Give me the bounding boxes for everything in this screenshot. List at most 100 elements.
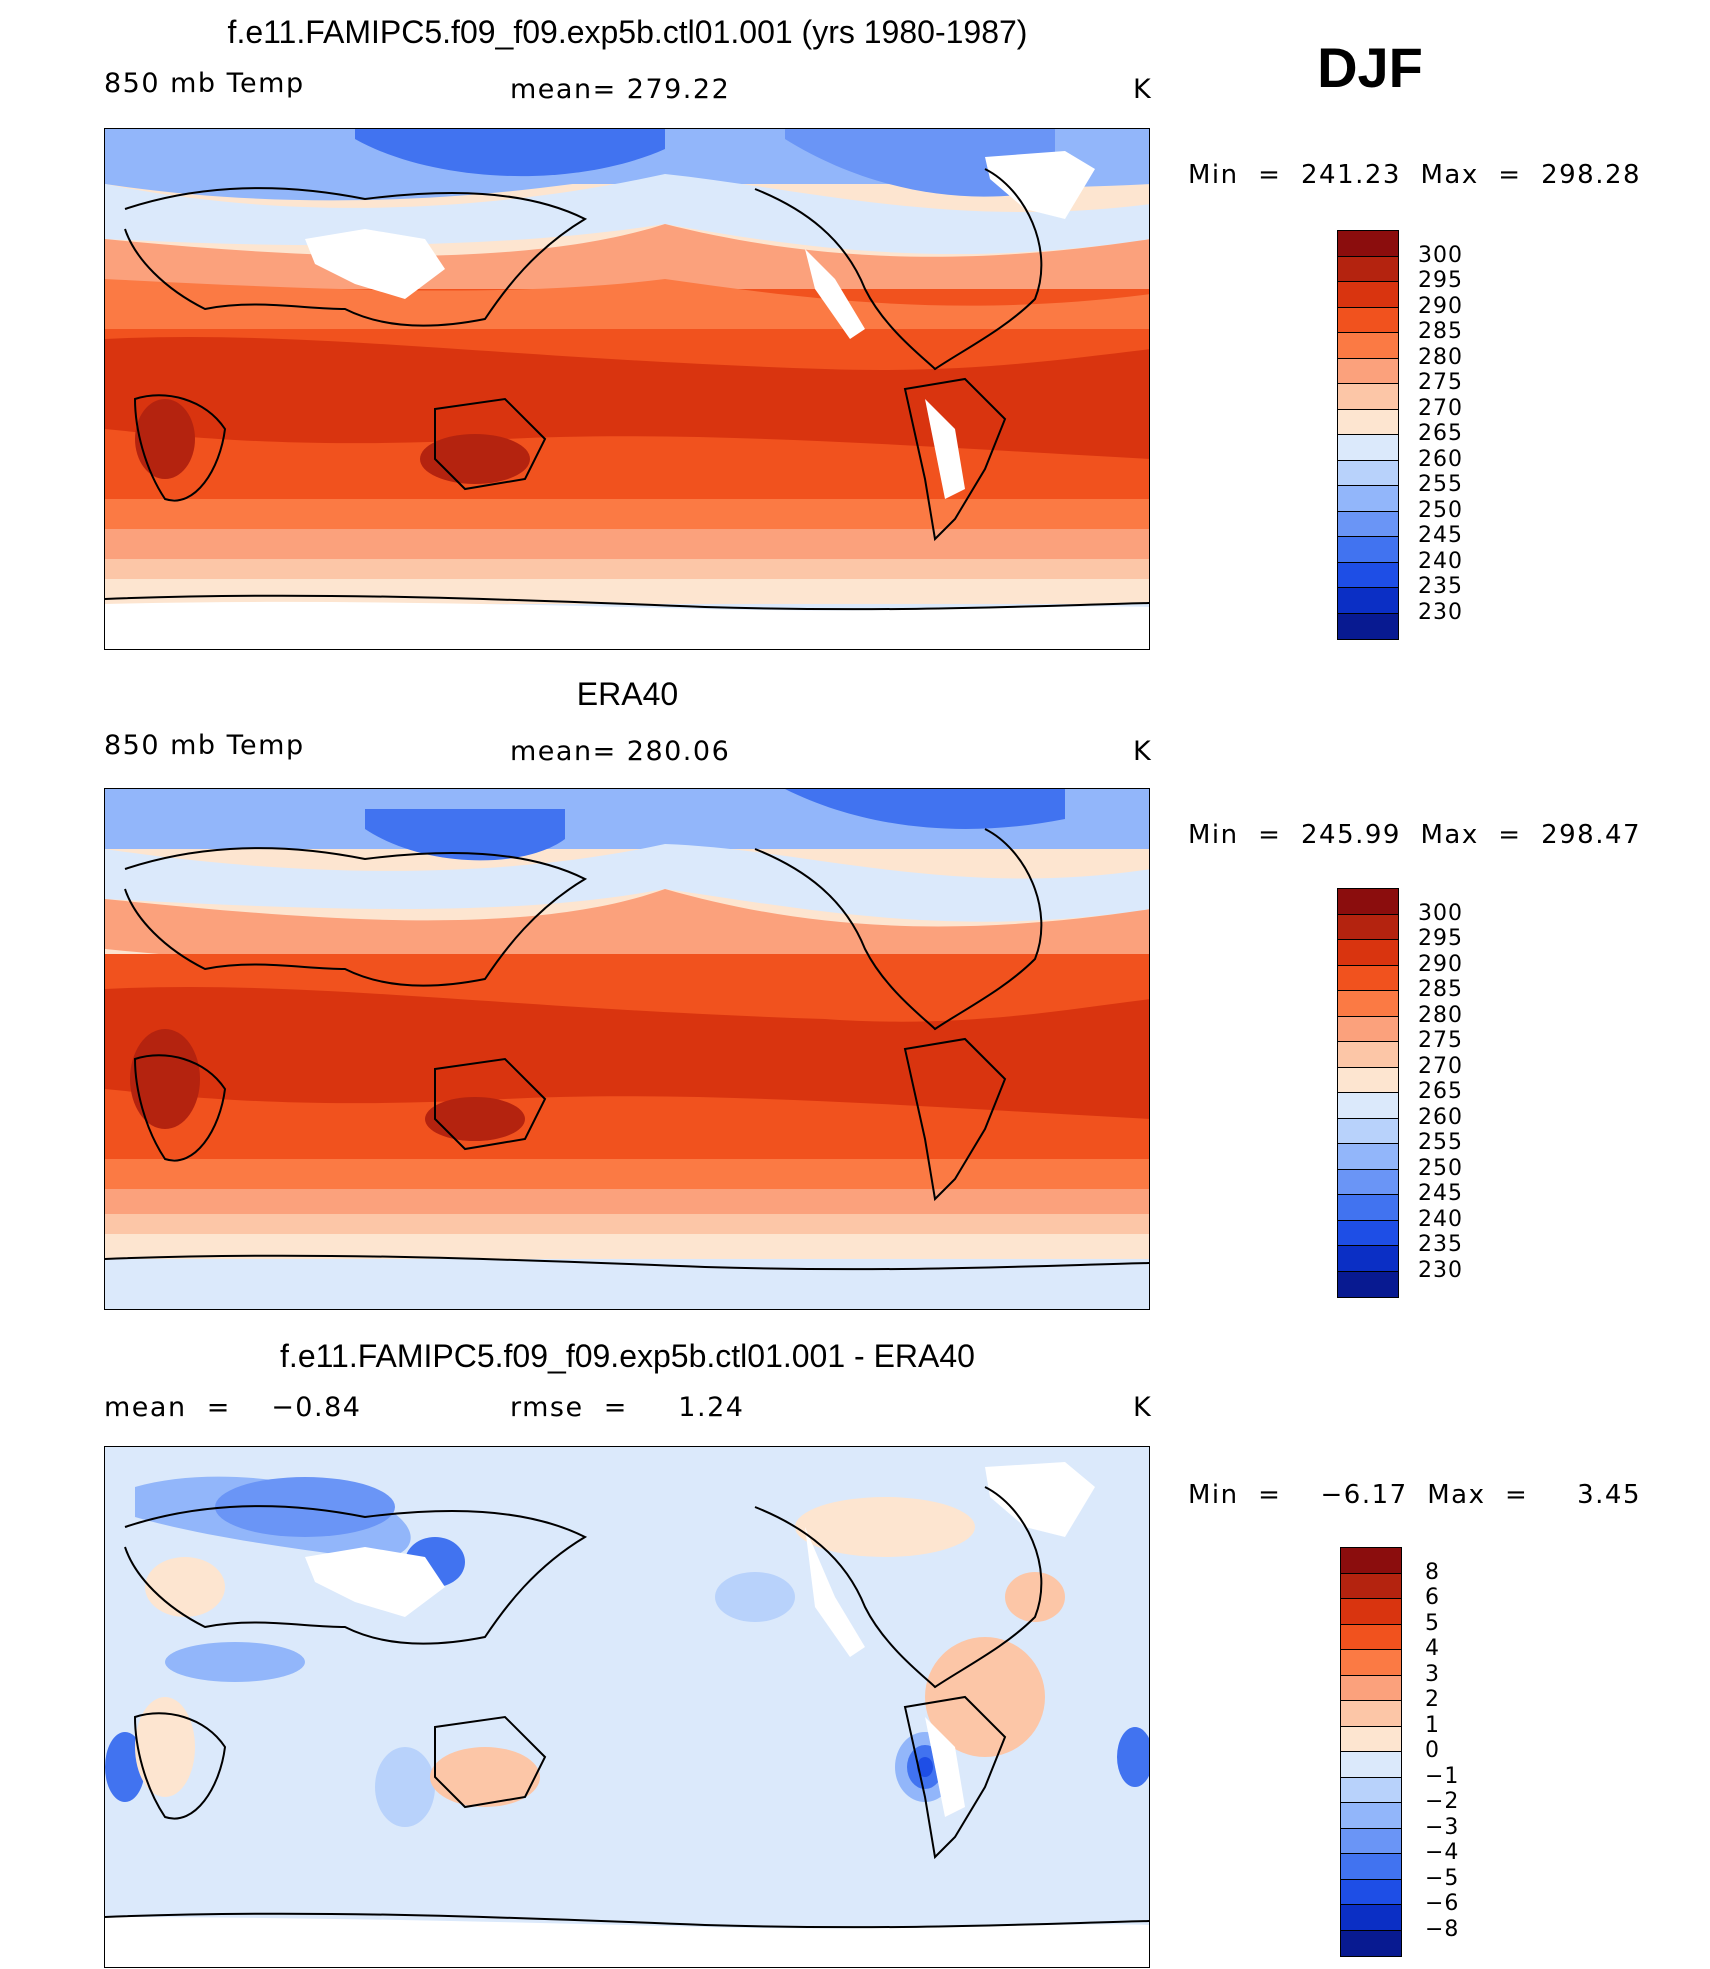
colorbar-swatch [1338, 889, 1398, 915]
colorbar-tick-label: 270 [1418, 395, 1463, 421]
colorbar-tick-label: 0 [1425, 1738, 1440, 1763]
colorbar-tick-label: −6 [1425, 1891, 1460, 1916]
colorbar-swatch [1338, 1067, 1398, 1093]
colorbar-swatch [1338, 1042, 1398, 1068]
panel-diff-rmse-label: rmse = 1.24 [510, 1392, 745, 1423]
colorbar-tick-label: 5 [1425, 1610, 1440, 1636]
colorbar-swatch [1341, 1854, 1401, 1880]
colorbar-tick-label: −3 [1425, 1814, 1460, 1840]
panel-model-title: f.e11.FAMIPC5.f09_f09.exp5b.ctl01.001 (y… [227, 14, 1028, 50]
panel-model-colorbar [1337, 230, 1399, 640]
colorbar-swatch [1338, 940, 1398, 966]
panel-obs-mean-label: mean= 280.06 [510, 736, 731, 767]
colorbar-tick-label: 245 [1418, 1181, 1463, 1206]
colorbar-swatch [1341, 1624, 1401, 1650]
colorbar-tick-label: 240 [1418, 1206, 1463, 1232]
colorbar-tick-label: 245 [1418, 523, 1463, 548]
colorbar-tick-label: 280 [1418, 1002, 1463, 1028]
colorbar-swatch [1338, 1169, 1398, 1195]
colorbar-swatch [1341, 1828, 1401, 1854]
colorbar-swatch [1338, 588, 1398, 614]
panel-model-contour-map [105, 129, 1149, 649]
colorbar-tick-label: 250 [1418, 1155, 1463, 1181]
colorbar-tick-label: 260 [1418, 1104, 1463, 1130]
colorbar-tick-label: 280 [1418, 344, 1463, 370]
colorbar-swatch [1338, 409, 1398, 435]
colorbar-swatch [1338, 562, 1398, 588]
colorbar-swatch [1341, 1905, 1401, 1931]
colorbar-swatch [1341, 1777, 1401, 1803]
colorbar-swatch [1338, 333, 1398, 359]
colorbar-swatch [1338, 460, 1398, 486]
colorbar-tick-label: −1 [1425, 1763, 1460, 1789]
colorbar-tick-label: 255 [1418, 1130, 1463, 1155]
panel-diff-mean-label: mean = −0.84 [104, 1392, 362, 1423]
colorbar-tick-label: 230 [1418, 599, 1463, 625]
colorbar-tick-label: 6 [1425, 1585, 1440, 1610]
colorbar-tick-label: 240 [1418, 548, 1463, 574]
colorbar-tick-label: 235 [1418, 574, 1463, 599]
panel-model-units: K [1133, 74, 1153, 105]
panel-diff-minmax: Min = −6.17 Max = 3.45 [1188, 1480, 1641, 1510]
colorbar-swatch [1338, 1144, 1398, 1170]
colorbar-tick-label: 260 [1418, 446, 1463, 472]
colorbar-swatch [1338, 486, 1398, 512]
colorbar-swatch [1338, 307, 1398, 333]
colorbar-swatch [1341, 1548, 1401, 1574]
colorbar-swatch [1341, 1879, 1401, 1905]
colorbar-swatch [1338, 965, 1398, 991]
colorbar-swatch [1338, 537, 1398, 563]
colorbar-tick-label: −5 [1425, 1865, 1460, 1891]
panel-obs-map [104, 788, 1150, 1310]
colorbar-tick-label: 4 [1425, 1636, 1440, 1661]
panel-diff-units: K [1133, 1392, 1153, 1423]
colorbar-swatch [1338, 613, 1398, 639]
colorbar-tick-label: 290 [1418, 293, 1463, 319]
panel-obs-title: ERA40 [576, 676, 679, 712]
colorbar-swatch [1341, 1599, 1401, 1625]
panel-model-mean-label: mean= 279.22 [510, 74, 731, 105]
panel-obs-units: K [1133, 736, 1153, 767]
colorbar-tick-label: 295 [1418, 926, 1463, 951]
colorbar-tick-label: 285 [1418, 319, 1463, 344]
colorbar-swatch [1338, 1093, 1398, 1119]
panel-obs-minmax: Min = 245.99 Max = 298.47 [1188, 820, 1642, 850]
colorbar-swatch [1341, 1701, 1401, 1727]
colorbar-tick-label: 275 [1418, 1028, 1463, 1053]
colorbar-swatch [1338, 1246, 1398, 1272]
colorbar-swatch [1338, 231, 1398, 257]
colorbar-tick-label: 300 [1418, 900, 1463, 926]
colorbar-swatch [1338, 384, 1398, 410]
panel-obs-contour-map [105, 789, 1149, 1309]
colorbar-tick-label: 265 [1418, 421, 1463, 446]
panel-model-map [104, 128, 1150, 650]
panel-obs-colorbar [1337, 888, 1399, 1298]
colorbar-swatch [1338, 1195, 1398, 1221]
colorbar-swatch [1338, 435, 1398, 461]
colorbar-swatch [1341, 1752, 1401, 1778]
colorbar-tick-label: 265 [1418, 1079, 1463, 1104]
colorbar-swatch [1338, 256, 1398, 282]
colorbar-tick-label: 235 [1418, 1232, 1463, 1257]
colorbar-swatch [1338, 1118, 1398, 1144]
colorbar-tick-label: 255 [1418, 472, 1463, 497]
panel-obs-variable-label: 850 mb Temp [104, 730, 305, 761]
colorbar-tick-label: 295 [1418, 268, 1463, 293]
colorbar-swatch [1338, 1016, 1398, 1042]
panel-diff-title: f.e11.FAMIPC5.f09_f09.exp5b.ctl01.001 - … [280, 1338, 975, 1374]
panel-diff-colorbar [1340, 1547, 1402, 1957]
season-label: DJF [1317, 36, 1423, 99]
panel-diff-contour-map [105, 1447, 1149, 1967]
colorbar-swatch [1341, 1930, 1401, 1956]
colorbar-swatch [1338, 914, 1398, 940]
colorbar-tick-label: 230 [1418, 1257, 1463, 1283]
colorbar-swatch [1341, 1803, 1401, 1829]
colorbar-tick-label: 285 [1418, 977, 1463, 1002]
colorbar-tick-label: 2 [1425, 1687, 1440, 1712]
colorbar-tick-label: 1 [1425, 1712, 1440, 1738]
colorbar-tick-label: 8 [1425, 1559, 1440, 1585]
colorbar-swatch [1341, 1675, 1401, 1701]
colorbar-swatch [1338, 511, 1398, 537]
panel-diff-map [104, 1446, 1150, 1968]
colorbar-swatch [1338, 358, 1398, 384]
